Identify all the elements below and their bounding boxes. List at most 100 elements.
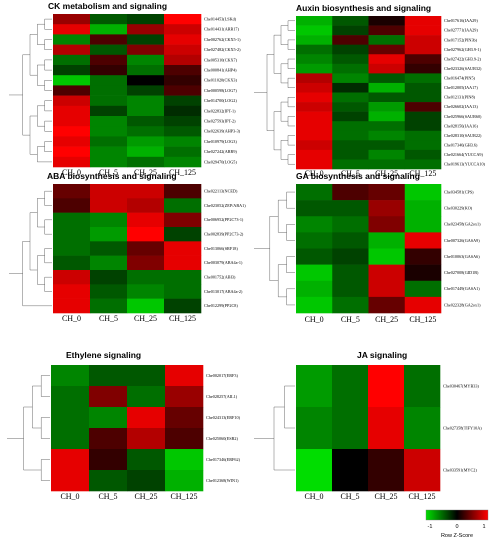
row-label: Che027008(GID1B) (444, 270, 479, 275)
heatmap-cell (296, 184, 333, 201)
heatmap-cell (164, 54, 202, 66)
heatmap-cell (368, 82, 406, 93)
heatmap-cell (127, 75, 165, 86)
heatmap-cell (164, 156, 202, 168)
heatmap-cell (53, 212, 91, 228)
row-label: Che022832(IPT-1) (204, 108, 236, 113)
heatmap-cell (368, 296, 406, 314)
color-key: -1 0 1 Row Z-Score (425, 509, 489, 539)
row-label: Che021664(YUCCA9) (444, 152, 483, 157)
heatmap-cell (127, 270, 165, 285)
heatmap-cell (296, 54, 333, 65)
heatmap-cell (164, 105, 202, 117)
dendrogram-branch (29, 115, 38, 155)
dendrogram-branch (287, 116, 295, 127)
dendrogram-branch (44, 120, 52, 132)
heatmap-cell (368, 16, 406, 26)
heatmap-cell (368, 264, 406, 282)
heatmap-cell (53, 136, 91, 147)
heatmap-cell (332, 140, 369, 151)
row-label: Che013066(SRF18) (204, 246, 238, 251)
column-label: CH_0 (305, 169, 324, 178)
heatmap-cell (51, 449, 90, 471)
column-label: CH_125 (409, 169, 436, 178)
heatmap-cell (332, 130, 369, 141)
heatmap-cell (164, 198, 202, 213)
row-label: Che017346(GH3.6) (444, 142, 478, 147)
row-label: Che014700(LOG2) (204, 98, 237, 103)
row-label: Che026602(IAA13) (444, 104, 478, 109)
row-label: Che033591(MYC2) (443, 467, 477, 472)
heatmap-cell (90, 14, 128, 25)
heatmap-panel-1: Che017616(IAA29) Che027771(IAA29) Che01715… (254, 16, 486, 178)
dendrogram-branch (287, 97, 295, 108)
panel-title-ck: CK metabolism and signaling (48, 1, 168, 11)
heatmap-cell (404, 140, 442, 151)
heatmap-cell (53, 54, 91, 66)
dendrogram-branch (269, 216, 279, 281)
row-label: Che016474(PIN5) (444, 76, 476, 81)
heatmap-cell (53, 14, 91, 25)
row-label: Che013017(ABA4a-2) (204, 289, 243, 294)
heatmap-cell (53, 255, 91, 271)
heatmap-cell (332, 73, 369, 84)
row-label: Che034581(CPS) (444, 189, 474, 194)
heatmap-cell (404, 54, 442, 65)
dendrogram-branch (44, 276, 52, 292)
heatmap-cell (90, 34, 128, 45)
heatmap-cell (368, 130, 406, 141)
row-label: Che012005(IAA17) (444, 85, 478, 90)
heatmap-cell (127, 407, 166, 429)
heatmap-cell (127, 105, 165, 117)
heatmap-cell (164, 14, 202, 25)
heatmap-cell (404, 111, 442, 122)
heatmap-cell (296, 73, 333, 84)
heatmap-cell (296, 264, 333, 282)
dendrogram-branch (287, 135, 295, 146)
color-key-tick-mid: 0 (455, 524, 458, 530)
heatmap-cell (165, 428, 204, 450)
heatmap-cell (368, 121, 406, 132)
heatmap-cell (368, 54, 406, 65)
heatmap-cell (368, 92, 406, 103)
heatmap-cell (53, 270, 91, 285)
heatmap-cell (404, 25, 442, 36)
heatmap-cell (332, 232, 369, 249)
heatmap-cell (127, 34, 165, 45)
heatmap-cell (368, 232, 406, 249)
dendrogram-branch (44, 190, 52, 206)
heatmap-cell (90, 44, 128, 56)
heatmap-cell (127, 241, 165, 256)
heatmap-cell (368, 140, 406, 151)
heatmap-cell (127, 126, 165, 137)
dendrogram-branch (280, 25, 288, 45)
row-label: Che017449(GASA1) (444, 286, 480, 291)
dendrogram-branch (287, 39, 295, 50)
heatmap-cell (368, 200, 406, 217)
heatmap-cell (165, 365, 204, 387)
heatmap-cell (332, 296, 369, 314)
heatmap-cell (90, 54, 128, 66)
row-label: Che014453(LSKd) (204, 17, 237, 22)
heatmap-cell (53, 116, 91, 127)
heatmap-cell (404, 35, 442, 45)
dendrogram-branch (44, 39, 52, 50)
row-label: Che017346(ERF62) (206, 457, 241, 462)
heatmap-cell (127, 184, 165, 199)
heatmap-cell (127, 386, 166, 408)
heatmap-cell (127, 198, 165, 213)
dendrogram-branch (286, 191, 295, 209)
heatmap-cell (332, 449, 369, 492)
row-label: Che023326(SAUR32) (444, 66, 482, 71)
heatmap-cell (404, 264, 442, 282)
heatmap-cell (332, 121, 369, 132)
heatmap-cell (53, 126, 91, 137)
heatmap-cell (404, 449, 441, 492)
column-label: CH_25 (374, 492, 397, 501)
heatmap-cell (53, 95, 91, 107)
row-label: Che017152(PIN3b) (444, 37, 478, 42)
heatmap-cell (127, 14, 165, 25)
heatmap-cell (404, 63, 442, 74)
column-label: CH_5 (99, 168, 118, 177)
dendrogram-branch (273, 111, 281, 151)
